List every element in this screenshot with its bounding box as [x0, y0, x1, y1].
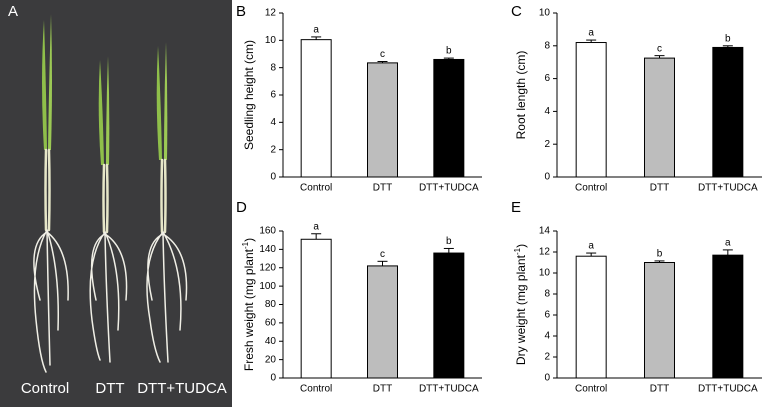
y-axis-label-part: Fresh weight (mg plant	[242, 248, 256, 371]
significance-letter: c	[380, 49, 385, 60]
significance-letter: b	[725, 33, 731, 44]
bar	[367, 62, 398, 178]
significance-letter: c	[380, 249, 385, 260]
significance-letter: b	[657, 249, 663, 260]
y-axis-label: Root length (cm)	[514, 51, 528, 140]
significance-letter: b	[446, 236, 452, 247]
y-tick-label: 12	[539, 247, 551, 258]
x-tick-label: Control	[575, 384, 607, 395]
y-tick-label: 6	[544, 73, 550, 84]
bar	[300, 39, 332, 178]
y-tick-label: 0	[270, 373, 276, 384]
photo-panel: A Control DTT DTT+TUDCA	[0, 0, 232, 407]
bar	[644, 57, 675, 178]
panel-letter: C	[511, 3, 522, 20]
bar	[433, 252, 465, 379]
significance-letter: b	[446, 46, 452, 57]
y-tick-label: 8	[544, 289, 550, 300]
x-tick-label: DTT	[650, 384, 669, 395]
significance-letter: c	[657, 43, 662, 54]
y-tick-label: 160	[259, 226, 276, 237]
x-tick-label: Control	[300, 384, 332, 395]
y-tick-label: 4	[544, 106, 550, 117]
significance-letter: a	[588, 241, 594, 252]
y-tick-label: 14	[539, 226, 551, 237]
x-tick-label: Control	[300, 183, 332, 194]
y-tick-label: 10	[539, 8, 551, 19]
y-tick-label: 2	[544, 352, 550, 363]
y-axis-label-part: -1	[513, 247, 522, 255]
bar	[575, 42, 607, 178]
panel-letter: B	[236, 3, 246, 20]
y-tick-label: 80	[265, 299, 277, 310]
y-axis-label: Dry weight (mg plant-1)	[513, 244, 529, 365]
photo-background	[0, 0, 232, 407]
y-tick-label: 2	[270, 144, 276, 155]
y-tick-label: 8	[544, 40, 550, 51]
y-axis-label-part: -1	[241, 241, 250, 249]
y-tick-label: 12	[265, 8, 277, 19]
y-tick-label: 140	[259, 244, 276, 255]
panel-letter: D	[236, 199, 247, 216]
y-axis-label: Fresh weight (mg plant-1)	[241, 238, 257, 371]
significance-letter: a	[313, 25, 319, 36]
photo-label: Control	[21, 380, 69, 397]
y-tick-label: 4	[544, 331, 550, 342]
y-axis-label: Seedling height (cm)	[242, 40, 256, 150]
y-axis-label-part: )	[242, 238, 256, 242]
photo-label: DTT+TUDCA	[137, 380, 227, 397]
y-tick-label: 2	[544, 139, 550, 150]
x-tick-label: DTT+TUDCA	[419, 183, 479, 194]
bar	[575, 255, 607, 379]
y-tick-label: 40	[265, 336, 277, 347]
y-tick-label: 0	[544, 373, 550, 384]
y-tick-label: 100	[259, 281, 276, 292]
y-tick-label: 120	[259, 262, 276, 273]
x-tick-label: DTT	[650, 183, 669, 194]
y-tick-label: 60	[265, 318, 277, 329]
y-tick-label: 6	[270, 90, 276, 101]
panel-letter: A	[8, 3, 18, 20]
photo-label: DTT	[95, 380, 124, 397]
y-tick-label: 10	[265, 35, 277, 46]
bar	[300, 238, 332, 379]
y-tick-label: 4	[270, 117, 276, 128]
significance-letter: a	[313, 221, 319, 232]
y-tick-label: 0	[270, 172, 276, 183]
seedlings	[33, 14, 188, 373]
bar	[712, 46, 744, 178]
bar	[433, 58, 465, 178]
y-tick-label: 20	[265, 354, 277, 365]
y-axis-label-part: Dry weight (mg plant	[514, 254, 528, 365]
bar	[367, 265, 398, 379]
y-axis-label-part: )	[514, 244, 528, 248]
y-tick-label: 6	[544, 310, 550, 321]
x-tick-label: Control	[575, 183, 607, 194]
bar	[644, 262, 675, 379]
x-tick-label: DTT+TUDCA	[698, 183, 758, 194]
x-tick-label: DTT+TUDCA	[698, 384, 758, 395]
bar	[712, 254, 744, 379]
x-tick-label: DTT	[373, 183, 392, 194]
x-tick-label: DTT+TUDCA	[419, 384, 479, 395]
panel-letter: E	[511, 199, 521, 216]
y-tick-label: 0	[544, 172, 550, 183]
x-tick-label: DTT	[373, 384, 392, 395]
significance-letter: a	[725, 238, 731, 249]
significance-letter: a	[588, 28, 594, 39]
y-tick-label: 10	[539, 268, 551, 279]
y-tick-label: 8	[270, 62, 276, 73]
